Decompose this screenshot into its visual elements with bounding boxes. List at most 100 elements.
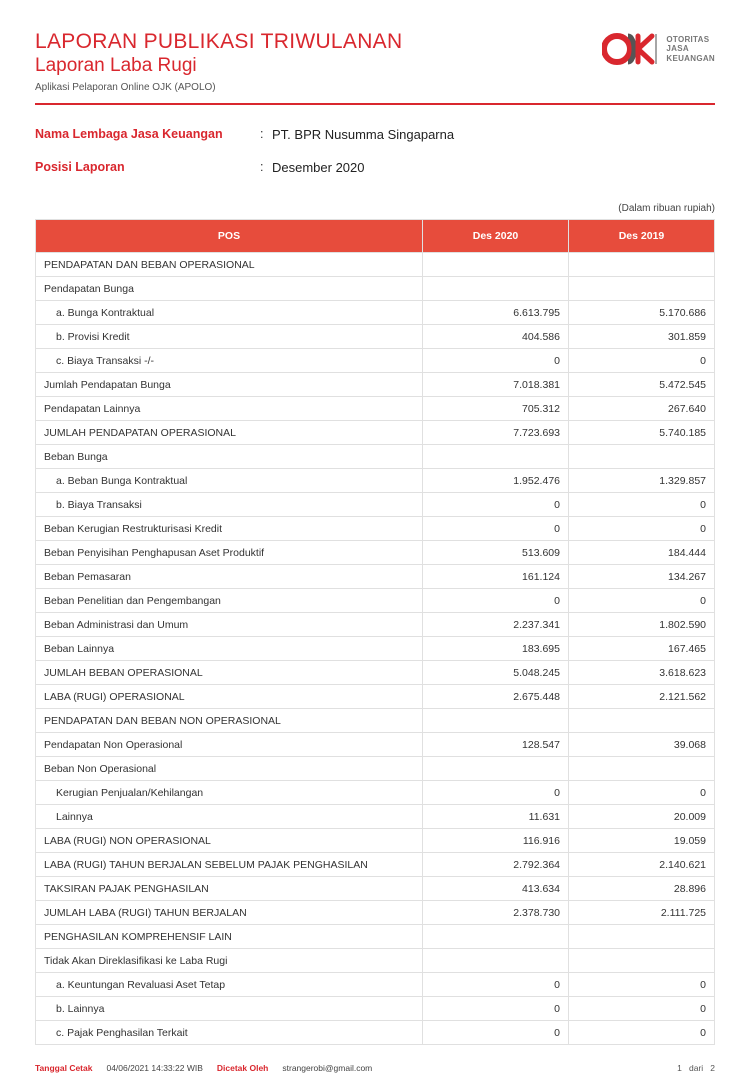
cell-current: 2.237.341 [423,613,569,637]
cell-pos: JUMLAH BEBAN OPERASIONAL [36,661,423,685]
cell-prior: 0 [569,1021,715,1045]
table-row: a. Beban Bunga Kontraktual1.952.4761.329… [36,469,715,493]
cell-pos: PENDAPATAN DAN BEBAN NON OPERASIONAL [36,709,423,733]
table-row: JUMLAH BEBAN OPERASIONAL5.048.2453.618.6… [36,661,715,685]
table-row: Pendapatan Non Operasional128.54739.068 [36,733,715,757]
cell-prior: 1.329.857 [569,469,715,493]
financial-table: POS Des 2020 Des 2019 PENDAPATAN DAN BEB… [35,219,715,1045]
table-row: TAKSIRAN PAJAK PENGHASILAN413.63428.896 [36,877,715,901]
cell-current [423,253,569,277]
cell-pos: JUMLAH PENDAPATAN OPERASIONAL [36,421,423,445]
cell-pos: Tidak Akan Direklasifikasi ke Laba Rugi [36,949,423,973]
cell-prior: 184.444 [569,541,715,565]
cell-current: 2.792.364 [423,853,569,877]
cell-prior [569,277,715,301]
cell-prior: 0 [569,493,715,517]
cell-current: 0 [423,973,569,997]
cell-pos: LABA (RUGI) TAHUN BERJALAN SEBELUM PAJAK… [36,853,423,877]
cell-current: 404.586 [423,325,569,349]
th-period-current: Des 2020 [423,220,569,253]
cell-pos: Beban Penelitian dan Pengembangan [36,589,423,613]
table-row: Pendapatan Lainnya705.312267.640 [36,397,715,421]
cell-current: 7.723.693 [423,421,569,445]
cell-prior: 0 [569,781,715,805]
table-row: Beban Pemasaran161.124134.267 [36,565,715,589]
table-body: PENDAPATAN DAN BEBAN OPERASIONALPendapat… [36,253,715,1045]
cell-current: 1.952.476 [423,469,569,493]
cell-prior: 2.121.562 [569,685,715,709]
cell-prior: 0 [569,349,715,373]
cell-pos: TAKSIRAN PAJAK PENGHASILAN [36,877,423,901]
cell-pos: JUMLAH LABA (RUGI) TAHUN BERJALAN [36,901,423,925]
cell-prior: 5.740.185 [569,421,715,445]
table-row: Kerugian Penjualan/Kehilangan00 [36,781,715,805]
cell-pos: Beban Pemasaran [36,565,423,589]
cell-pos: Beban Penyisihan Penghapusan Aset Produk… [36,541,423,565]
cell-current: 128.547 [423,733,569,757]
cell-current: 0 [423,493,569,517]
cell-prior: 19.059 [569,829,715,853]
cell-pos: a. Beban Bunga Kontraktual [36,469,423,493]
cell-pos: a. Keuntungan Revaluasi Aset Tetap [36,973,423,997]
cell-current: 116.916 [423,829,569,853]
page-footer: Tanggal Cetak 04/06/2021 14:33:22 WIB Di… [35,1063,715,1073]
table-row: Beban Non Operasional [36,757,715,781]
cell-current [423,949,569,973]
cell-pos: Jumlah Pendapatan Bunga [36,373,423,397]
print-date-label: Tanggal Cetak [35,1063,92,1073]
table-row: b. Provisi Kredit404.586301.859 [36,325,715,349]
report-subtitle: Laporan Laba Rugi [35,55,602,77]
table-row: a. Keuntungan Revaluasi Aset Tetap00 [36,973,715,997]
ojk-logo-text: OTORITASJASAKEUANGAN [666,35,715,63]
cell-current: 5.048.245 [423,661,569,685]
table-row: Pendapatan Bunga [36,277,715,301]
cell-prior: 0 [569,589,715,613]
cell-pos: Kerugian Penjualan/Kehilangan [36,781,423,805]
meta-institution-value: PT. BPR Nusumma Singaparna [272,127,454,142]
cell-prior [569,253,715,277]
meta-position-value: Desember 2020 [272,160,365,175]
cell-prior: 2.140.621 [569,853,715,877]
report-header: LAPORAN PUBLIKASI TRIWULANAN Laporan Lab… [35,30,715,93]
table-row: LABA (RUGI) OPERASIONAL2.675.4482.121.56… [36,685,715,709]
cell-pos: LABA (RUGI) OPERASIONAL [36,685,423,709]
cell-prior: 134.267 [569,565,715,589]
cell-prior [569,445,715,469]
cell-current [423,445,569,469]
table-row: JUMLAH LABA (RUGI) TAHUN BERJALAN2.378.7… [36,901,715,925]
ojk-logo: OTORITASJASAKEUANGAN [602,30,715,68]
cell-prior [569,925,715,949]
meta-block: Nama Lembaga Jasa Keuangan : PT. BPR Nus… [35,127,715,175]
cell-prior [569,949,715,973]
table-header-row: POS Des 2020 Des 2019 [36,220,715,253]
meta-institution-label: Nama Lembaga Jasa Keuangan [35,127,260,142]
cell-pos: PENDAPATAN DAN BEBAN OPERASIONAL [36,253,423,277]
cell-current: 2.378.730 [423,901,569,925]
table-row: a. Bunga Kontraktual6.613.7955.170.686 [36,301,715,325]
table-row: LABA (RUGI) TAHUN BERJALAN SEBELUM PAJAK… [36,853,715,877]
th-pos: POS [36,220,423,253]
table-row: b. Biaya Transaksi00 [36,493,715,517]
cell-current [423,277,569,301]
cell-current: 7.018.381 [423,373,569,397]
cell-prior [569,709,715,733]
page-current: 1 [677,1063,682,1073]
cell-current [423,709,569,733]
cell-current [423,757,569,781]
unit-note: (Dalam ribuan rupiah) [35,203,715,214]
cell-prior: 39.068 [569,733,715,757]
report-title: LAPORAN PUBLIKASI TRIWULANAN [35,30,602,54]
table-row: Tidak Akan Direklasifikasi ke Laba Rugi [36,949,715,973]
table-row: LABA (RUGI) NON OPERASIONAL116.91619.059 [36,829,715,853]
cell-prior: 5.170.686 [569,301,715,325]
cell-current: 413.634 [423,877,569,901]
meta-position: Posisi Laporan : Desember 2020 [35,160,715,175]
cell-pos: Pendapatan Bunga [36,277,423,301]
header-divider [35,103,715,105]
cell-current [423,925,569,949]
cell-prior: 5.472.545 [569,373,715,397]
table-row: b. Lainnya00 [36,997,715,1021]
app-name: Aplikasi Pelaporan Online OJK (APOLO) [35,82,602,93]
ojk-logo-icon [602,30,662,68]
cell-current: 11.631 [423,805,569,829]
